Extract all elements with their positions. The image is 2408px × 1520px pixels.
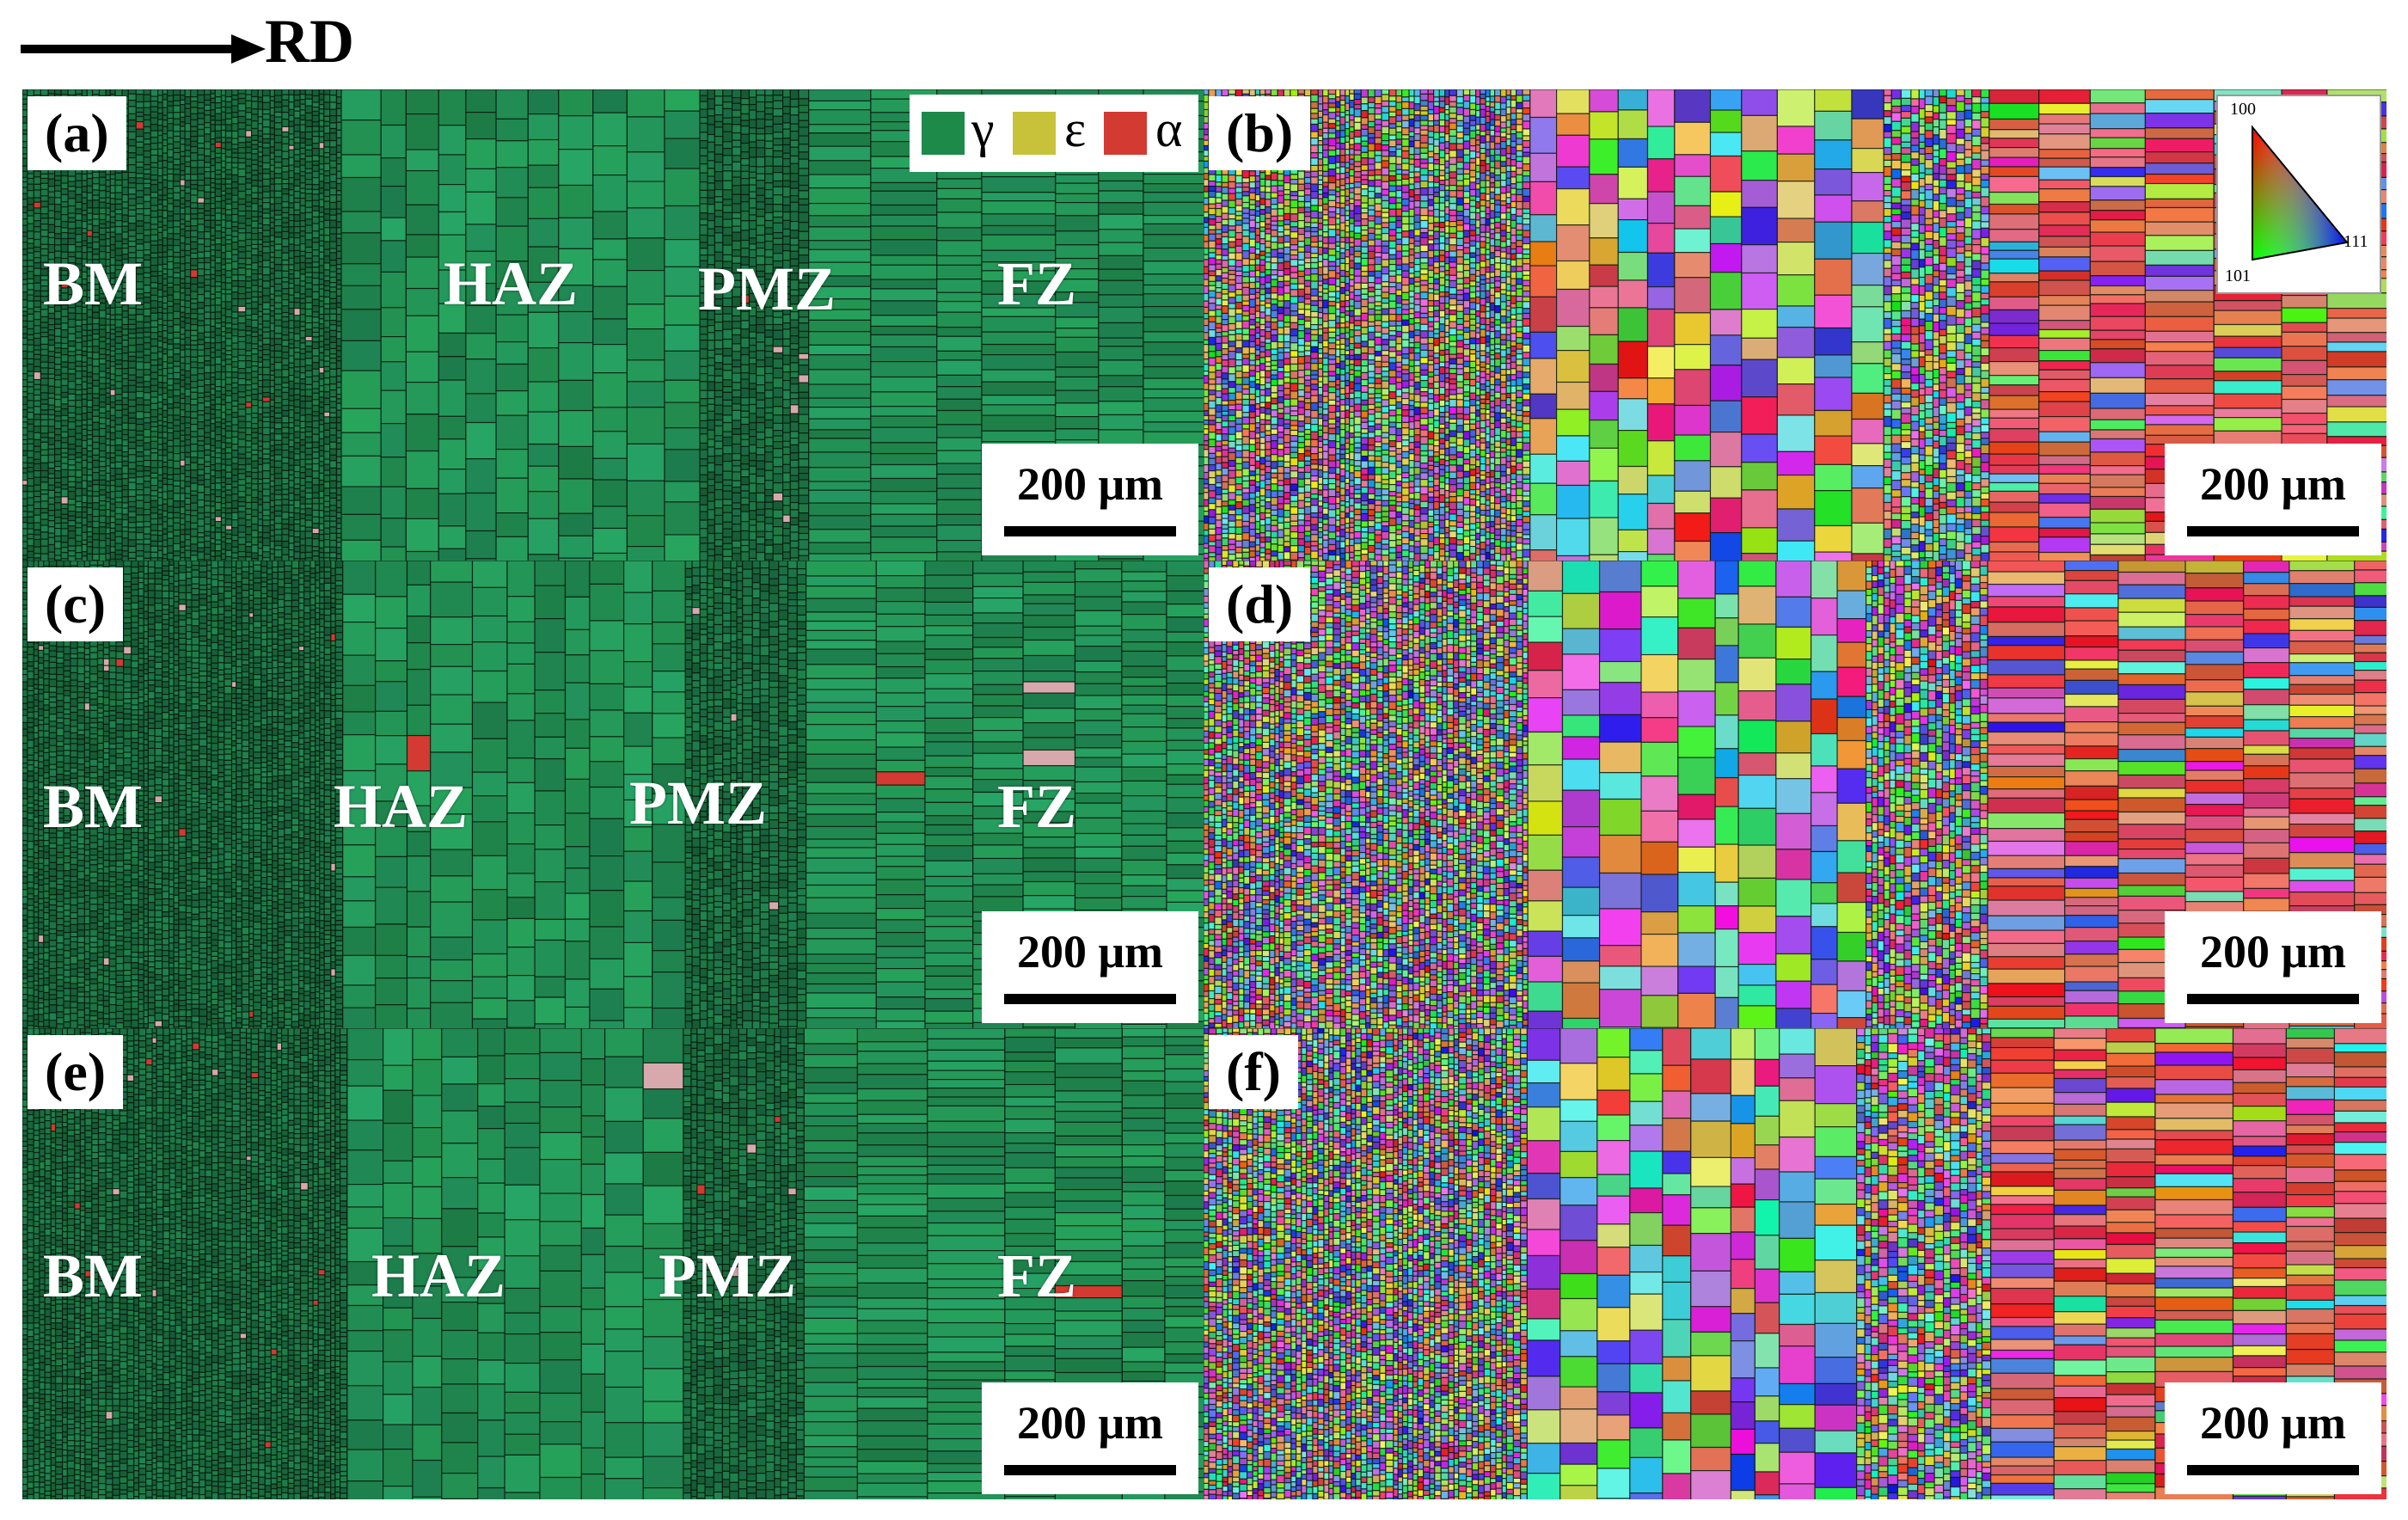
panel-e-phase-map: (e) BM HAZ PMZ FZ 200 μm: [22, 1028, 1204, 1499]
rd-label: RD: [265, 10, 354, 72]
scale-bar-label: 200 μm: [982, 457, 1198, 511]
panel-tag: (d): [1209, 567, 1311, 642]
zone-label-haz: HAZ: [444, 253, 578, 315]
phase-legend: γ ε α: [910, 95, 1198, 172]
panel-a-phase-map: (a) BM HAZ PMZ FZ γ ε α 200 μm: [22, 89, 1204, 561]
zone-label-pmz: PMZ: [698, 258, 836, 320]
scale-bar-line: [1004, 1465, 1176, 1475]
legend-swatch-epsilon: [1013, 112, 1056, 155]
zone-label-fz: FZ: [997, 253, 1076, 315]
phase-map-image: [22, 561, 1204, 1028]
scale-bar: 200 μm: [2165, 911, 2381, 1023]
scale-bar-line: [2187, 1465, 2359, 1475]
scale-bar-label: 200 μm: [2165, 457, 2381, 511]
scale-bar-label: 200 μm: [982, 925, 1198, 978]
panel-f-ipf-map: (f) 200 μm: [1204, 1028, 2387, 1499]
ipf-label-100: 100: [2230, 100, 2256, 120]
zone-label-bm: BM: [43, 1245, 143, 1307]
legend-swatch-gamma: [922, 112, 965, 155]
zone-label-fz: FZ: [997, 775, 1076, 837]
ipf-color-key: 100 101 111: [2216, 95, 2381, 294]
zone-label-pmz: PMZ: [659, 1245, 796, 1307]
scale-bar-label: 200 μm: [2165, 1396, 2381, 1450]
phase-map-image: [22, 1028, 1204, 1499]
panel-tag: (c): [28, 567, 124, 642]
scale-bar: 200 μm: [982, 911, 1198, 1023]
panel-tag: (a): [28, 96, 126, 171]
scale-bar-line: [2187, 994, 2359, 1004]
ipf-triangle-icon: [2252, 125, 2349, 261]
panel-d-ipf-map: (d) 200 μm: [1204, 561, 2387, 1028]
zone-label-pmz: PMZ: [629, 772, 767, 834]
zone-label-haz: HAZ: [371, 1245, 505, 1307]
scale-bar-label: 200 μm: [2165, 925, 2381, 978]
rd-arrow-icon: [21, 34, 266, 64]
legend-swatch-alpha: [1104, 112, 1147, 155]
panel-c-phase-map: (c) BM HAZ PMZ FZ 200 μm: [22, 561, 1204, 1028]
scale-bar: 200 μm: [2165, 444, 2381, 555]
scale-bar: 200 μm: [982, 1382, 1198, 1494]
panel-tag: (b): [1209, 96, 1311, 171]
legend-label-epsilon: ε: [1064, 100, 1086, 159]
panel-tag: (e): [28, 1035, 124, 1110]
ipf-label-101: 101: [2225, 267, 2251, 286]
ipf-map-image: [1204, 1028, 2387, 1499]
zone-label-haz: HAZ: [334, 775, 468, 837]
panel-tag: (f): [1209, 1035, 1298, 1110]
scale-bar: 200 μm: [2165, 1382, 2381, 1494]
legend-label-alpha: α: [1155, 100, 1182, 159]
zone-label-bm: BM: [43, 775, 143, 837]
scale-bar-line: [1004, 526, 1176, 536]
zone-label-bm: BM: [43, 253, 143, 315]
zone-label-fz: FZ: [997, 1245, 1076, 1307]
ipf-label-111: 111: [2344, 232, 2368, 252]
scale-bar-label: 200 μm: [982, 1396, 1198, 1450]
scale-bar-line: [1004, 994, 1176, 1004]
scale-bar: 200 μm: [982, 444, 1198, 555]
legend-label-gamma: γ: [971, 100, 995, 159]
scale-bar-line: [2187, 526, 2359, 536]
panel-b-ipf-map: (b) 100 101 111 200 μm: [1204, 89, 2387, 561]
